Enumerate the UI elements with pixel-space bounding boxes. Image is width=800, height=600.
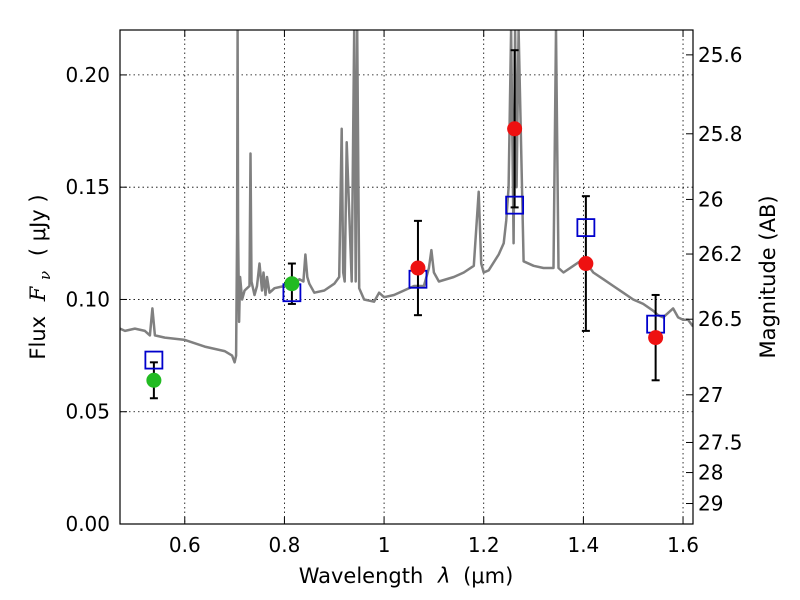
magnitude-tick-label: 26.5 (698, 307, 743, 331)
model-sed-line (120, 30, 693, 364)
x-axis-label: Wavelength λ (μm) (299, 564, 514, 588)
magnitude-tick-label: 25.6 (698, 43, 743, 67)
tick-layer: 0.6 0.8 1 1.2 1.4 1.6 0.00 0.05 0.10 0.15 0.20 25.6… (65, 30, 743, 557)
magnitude-tick-label: 25.8 (698, 122, 743, 146)
magnitude-tick-label: 29 (698, 492, 723, 516)
magnitude-tick-label: 26.2 (698, 242, 743, 266)
observed-point (507, 121, 523, 137)
grid-lines (120, 30, 693, 524)
model-band-square (505, 195, 525, 215)
x-tick-label: 1.4 (567, 533, 599, 557)
magnitude-tick-label: 27 (698, 383, 723, 407)
y-tick-label: 0.05 (65, 400, 110, 424)
observed-point (284, 276, 300, 292)
x-tick-label: 1 (378, 533, 391, 557)
marker-layer (144, 49, 666, 400)
x-tick-label: 1.6 (667, 533, 699, 557)
magnitude-tick-label: 27.5 (698, 430, 743, 454)
model-band-square (576, 218, 596, 238)
x-tick-label: 0.8 (269, 533, 301, 557)
x-tick-label: 1.2 (468, 533, 500, 557)
y-axis-label: Flux F ν ( μJy ) (26, 194, 55, 359)
magnitude-axis-label: Magnitude (AB) (756, 195, 780, 358)
y-tick-label: 0.10 (65, 287, 110, 311)
y-tick-label: 0.20 (65, 63, 110, 87)
observed-point (578, 256, 594, 272)
observed-point (648, 330, 664, 346)
model-band-square (144, 350, 164, 370)
magnitude-tick-label: 26 (698, 187, 723, 211)
observed-point (146, 372, 162, 388)
plot-frame (119, 29, 694, 525)
magnitude-tick-label: 28 (698, 461, 723, 485)
model-sed-layer (120, 30, 693, 364)
y-tick-label: 0.00 (65, 512, 110, 536)
observed-point (410, 260, 426, 276)
y-tick-label: 0.15 (65, 175, 110, 199)
x-tick-label: 0.6 (169, 533, 201, 557)
